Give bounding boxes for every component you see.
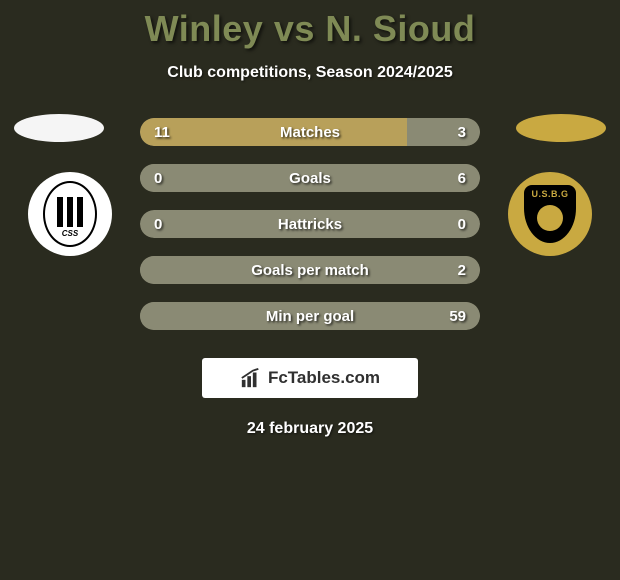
- stat-row: Matches11 3: [140, 118, 480, 146]
- date-text: 24 february 2025: [0, 420, 620, 438]
- stat-label: Matches: [140, 118, 480, 146]
- stat-bars: Matches113Goals06Hattricks00Goals per ma…: [140, 118, 480, 330]
- stat-value-left: 11: [154, 118, 170, 146]
- stat-label: Hattricks: [140, 210, 480, 238]
- title-text: Winley vs N. Sioud: [145, 8, 476, 49]
- stat-value-left: 0: [154, 210, 162, 238]
- stat-value-right: 2: [458, 256, 466, 284]
- stat-row: Goals per match2: [140, 256, 480, 284]
- left-team-badge: CSS: [28, 172, 112, 256]
- css-badge-text: CSS: [62, 229, 78, 238]
- css-badge-oval: CSS: [43, 181, 97, 247]
- right-player-ellipse: [516, 114, 606, 142]
- stat-value-left: 0: [154, 164, 162, 192]
- subtitle: Club competitions, Season 2024/2025: [0, 64, 620, 82]
- right-team-badge: U.S.B.G: [508, 172, 592, 256]
- page-title: Winley vs N. Sioud: [0, 0, 620, 50]
- stat-value-right: 6: [458, 164, 466, 192]
- watermark-chart-icon: [240, 367, 262, 389]
- usbg-badge-text: U.S.B.G: [531, 189, 568, 199]
- stat-row: Min per goal59: [140, 302, 480, 330]
- watermark-text: FcTables.com: [268, 368, 380, 388]
- stat-value-right: 3: [458, 118, 466, 146]
- stat-row: Goals0 6: [140, 164, 480, 192]
- watermark: FcTables.com: [202, 358, 418, 398]
- usbg-lion-icon: [537, 205, 563, 231]
- stat-label: Goals per match: [140, 256, 480, 284]
- stat-value-right: 59: [449, 302, 466, 330]
- stat-value-right: 0: [458, 210, 466, 238]
- usbg-shield: U.S.B.G: [524, 185, 576, 243]
- stat-row: Hattricks0 0: [140, 210, 480, 238]
- stats-area: CSS U.S.B.G Matches113Goals06Hattricks00…: [0, 118, 620, 330]
- stat-label: Min per goal: [140, 302, 480, 330]
- stat-label: Goals: [140, 164, 480, 192]
- left-player-ellipse: [14, 114, 104, 142]
- css-badge-stripes: [57, 197, 83, 227]
